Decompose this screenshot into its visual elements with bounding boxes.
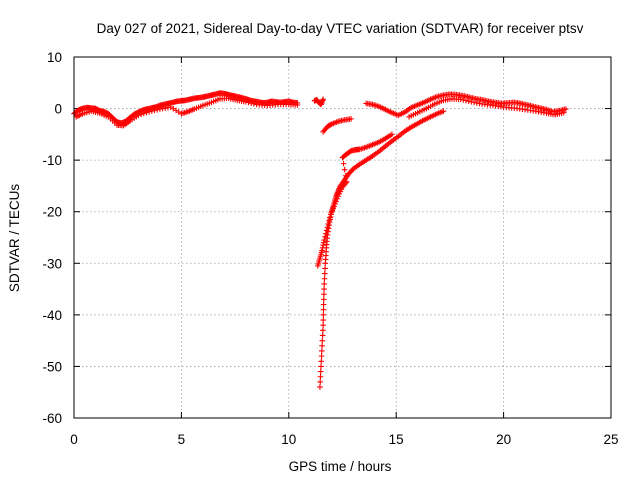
chart-title: Day 027 of 2021, Sidereal Day-to-day VTE…: [97, 21, 584, 36]
data-point-marker: [563, 106, 569, 112]
y-tick-label: -60: [42, 411, 62, 426]
y-tick-label: -30: [42, 256, 62, 271]
data-point-marker: [149, 108, 155, 114]
data-point-marker: [327, 214, 333, 221]
data-point-marker: [151, 107, 158, 114]
data-point-marker: [320, 312, 327, 318]
data-point-marker: [320, 296, 327, 303]
data-point-marker: [138, 111, 144, 118]
axis-ticks: 0 5 10 15 20 25 -60 -50 -40 -30 -20 -10 0 10: [42, 50, 618, 447]
data-point-marker: [321, 237, 328, 243]
data-point-marker: [154, 106, 161, 113]
data-point-marker: [319, 337, 326, 344]
data-point-marker: [460, 97, 467, 103]
data-point-marker: [323, 230, 329, 237]
data-point-marker: [318, 353, 325, 359]
data-point-marker: [348, 116, 354, 122]
data-point-marker: [146, 108, 152, 115]
data-point-marker: [457, 96, 464, 103]
data-point-marker: [320, 301, 327, 308]
data-point-marker: [321, 286, 327, 292]
data-point-marker: [319, 348, 325, 354]
y-tick-label: -20: [42, 205, 62, 220]
data-point-marker: [322, 234, 328, 240]
data-point-marker: [135, 112, 142, 119]
x-tick-label: 25: [603, 432, 618, 447]
series-pre-dip-segment: [311, 96, 326, 108]
data-point-marker: [465, 98, 472, 105]
data-point-marker: [560, 109, 567, 116]
x-tick-label: 0: [70, 432, 78, 447]
x-tick-label: 15: [389, 432, 404, 447]
y-tick-label: -10: [42, 153, 62, 168]
y-tick-label: 0: [54, 102, 62, 117]
data-point-marker: [319, 332, 326, 339]
data-point-marker: [342, 172, 349, 179]
data-point-marker: [321, 281, 328, 287]
data-point-marker: [343, 179, 350, 185]
series-dip-inner-branch: [314, 131, 395, 269]
data-point-marker: [294, 102, 301, 108]
data-point-marker: [320, 327, 326, 334]
y-tick-label: 10: [47, 50, 62, 65]
data-point-marker: [332, 201, 338, 207]
data-point-marker: [318, 358, 325, 365]
data-points: [71, 90, 569, 390]
data-point-marker: [340, 160, 347, 167]
series-morning-arc: [71, 90, 301, 126]
data-point-marker: [331, 203, 337, 210]
data-point-marker: [251, 101, 257, 107]
data-point-marker: [320, 96, 326, 103]
plot-frame: [73, 56, 612, 419]
data-point-marker: [333, 198, 339, 205]
data-point-marker: [325, 221, 332, 227]
data-point-marker: [321, 291, 327, 298]
data-point-marker: [248, 100, 255, 106]
data-point-marker: [341, 166, 348, 173]
y-tick-label: -50: [42, 359, 62, 374]
data-point-marker: [320, 317, 327, 323]
data-point-marker: [141, 110, 147, 117]
data-point-marker: [143, 109, 150, 116]
data-point-marker: [327, 121, 334, 128]
data-point-marker: [245, 99, 252, 106]
y-tick-label: -40: [42, 308, 62, 323]
data-point-marker: [326, 217, 332, 224]
data-point-marker: [334, 196, 340, 202]
data-point-marker: [320, 322, 326, 328]
y-axis-label: SDTVAR / TECUs: [7, 184, 22, 293]
series-morning-arc-lower-branch: [73, 95, 301, 129]
data-point-marker: [319, 343, 325, 349]
x-axis-label: GPS time / hours: [289, 459, 392, 474]
data-point-marker: [317, 384, 323, 390]
data-point-marker: [440, 108, 447, 114]
series-recovery-segment: [320, 116, 354, 135]
data-point-marker: [321, 270, 328, 277]
data-point-marker: [317, 368, 324, 375]
data-point-marker: [243, 99, 249, 105]
data-point-marker: [320, 306, 327, 313]
data-point-marker: [463, 97, 469, 104]
series-afternoon-arc-lower-branch: [406, 95, 567, 120]
data-point-marker: [322, 265, 328, 272]
x-tick-label: 10: [281, 432, 296, 447]
series-afternoon-arc: [363, 91, 569, 119]
x-tick-label: 5: [178, 432, 186, 447]
data-point-marker: [389, 131, 395, 138]
data-point-marker: [317, 373, 324, 380]
data-point-marker: [318, 363, 324, 370]
x-tick-label: 20: [496, 432, 511, 447]
data-point-marker: [323, 227, 330, 234]
data-point-marker: [321, 275, 328, 282]
data-point-marker: [317, 379, 324, 385]
data-point-marker: [324, 224, 331, 230]
series-dip: [317, 108, 447, 390]
data-point-marker: [342, 180, 349, 186]
